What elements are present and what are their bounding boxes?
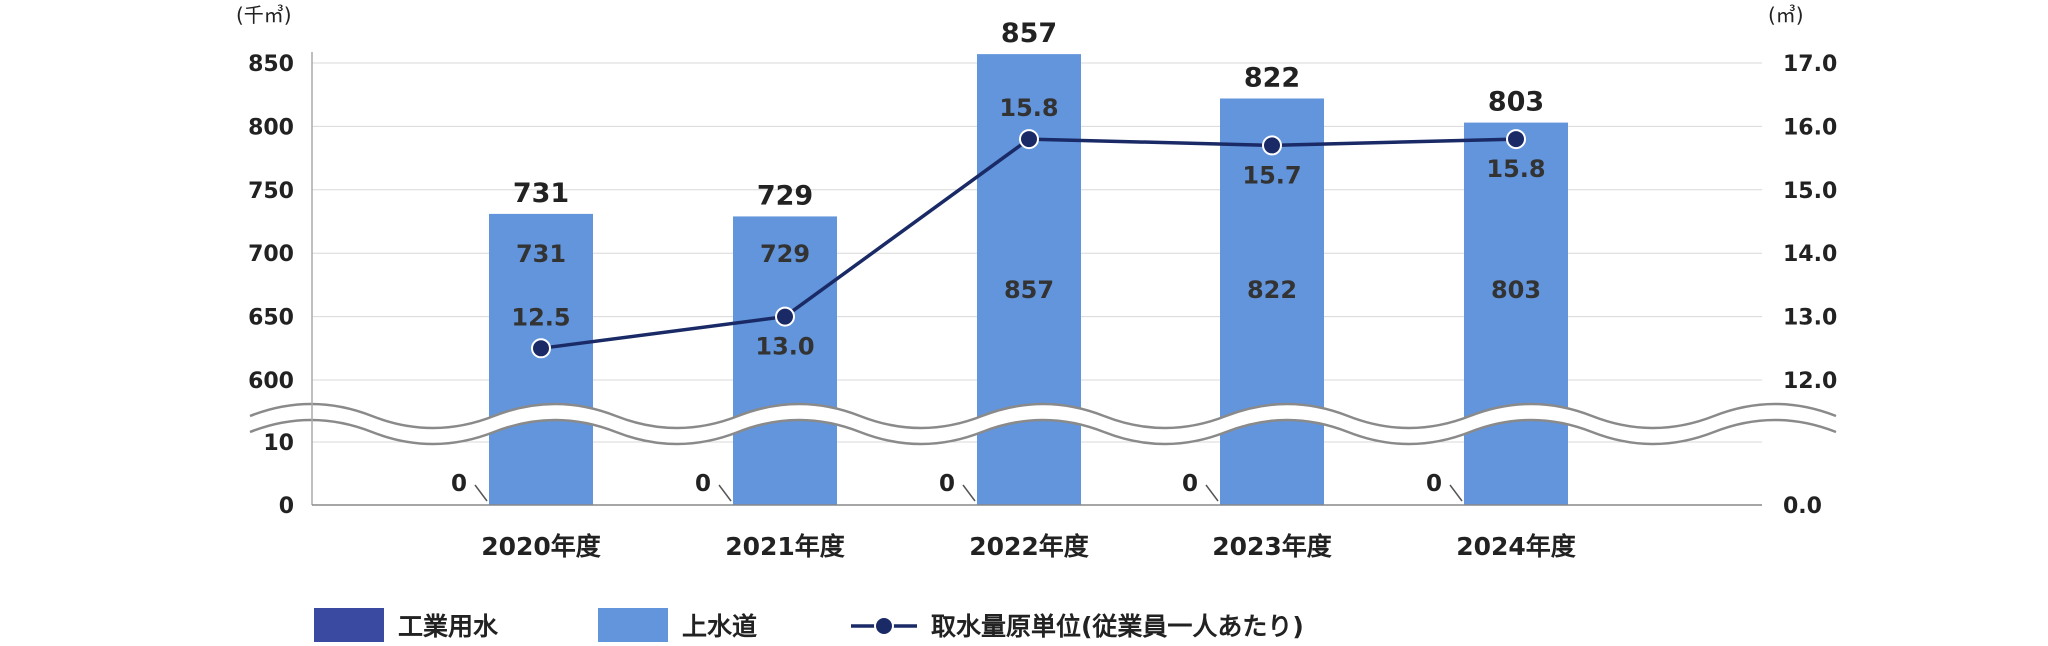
line-point — [1506, 129, 1526, 150]
bar-total-label: 731 — [513, 178, 569, 209]
zero-leader-line — [1449, 484, 1463, 502]
legend-label-water-intensity: 取水量原単位(従業員一人あたり) — [931, 612, 1304, 641]
bar-tap-water-value-label: 857 — [1004, 276, 1054, 304]
legend-label-tap-water: 上水道 — [682, 612, 757, 641]
line-point-label: 15.8 — [1486, 155, 1545, 183]
right-tick-label: 14.0 — [1783, 242, 1837, 267]
zero-value-marks — [474, 484, 1463, 502]
axes: 600 650 700 750 800 850 0 10 12.0 13.0 14.0 15.0 16.… — [248, 52, 1837, 561]
left-axis-unit: (千㎥) — [236, 3, 292, 27]
break-line-upper — [249, 402, 1837, 430]
left-tick-label: 650 — [248, 306, 294, 331]
category-label: 2021年度 — [725, 532, 845, 561]
axis-break — [247, 402, 1839, 446]
industrial-water-value-label: 0 — [1426, 471, 1442, 497]
left-tick-label: 0 — [279, 494, 294, 519]
legend-swatch-industrial-water — [314, 608, 384, 642]
zero-leader-line — [474, 484, 488, 502]
bar-tap-water — [1220, 98, 1324, 505]
bar-total-label: 729 — [757, 180, 813, 211]
left-tick-label: 800 — [248, 115, 294, 140]
bar-tap-water-value-label: 729 — [760, 240, 810, 268]
line-point — [1262, 135, 1282, 156]
break-line-lower — [249, 418, 1837, 446]
bar-total-label: 822 — [1244, 63, 1300, 94]
category-label: 2024年度 — [1456, 532, 1576, 561]
industrial-water-value-label: 0 — [451, 471, 467, 497]
bar-total-label: 803 — [1488, 87, 1544, 118]
bar-tap-water-value-label: 731 — [516, 240, 566, 268]
right-tick-label: 15.0 — [1783, 179, 1837, 204]
bar-tap-water — [1464, 122, 1568, 505]
left-tick-label: 700 — [248, 242, 294, 267]
zero-leader-line — [718, 484, 732, 502]
line-point-label: 15.7 — [1242, 161, 1301, 189]
legend-marker-water-intensity — [874, 616, 894, 636]
right-axis-unit: (㎥) — [1768, 3, 1804, 27]
line-point — [775, 306, 795, 327]
left-tick-label: 850 — [248, 52, 294, 77]
zero-leader-line — [1205, 484, 1219, 502]
left-tick-label: 750 — [248, 179, 294, 204]
left-tick-label: 10 — [263, 431, 294, 456]
data-labels: 731 0 729 0 857 0 822 0 803 0 731 729 857 822 803 12.5 1… — [451, 18, 1546, 497]
line-series — [531, 129, 1526, 359]
category-label: 2022年度 — [969, 532, 1089, 561]
category-label: 2020年度 — [481, 532, 601, 561]
bars — [489, 54, 1568, 506]
legend-swatch-tap-water — [598, 608, 668, 642]
industrial-water-value-label: 0 — [939, 471, 955, 497]
category-label: 2023年度 — [1212, 532, 1332, 561]
bar-tap-water-value-label: 822 — [1247, 276, 1297, 304]
left-tick-label: 600 — [248, 369, 294, 394]
line-point — [531, 338, 551, 359]
right-tick-label: 12.0 — [1783, 369, 1837, 394]
right-tick-label: 0.0 — [1783, 494, 1822, 519]
line-point — [1019, 129, 1039, 150]
break-band — [247, 404, 1839, 444]
right-tick-label: 16.0 — [1783, 115, 1837, 140]
bar-total-label: 857 — [1001, 18, 1057, 49]
zero-leader-line — [962, 484, 976, 502]
legend-label-industrial-water: 工業用水 — [398, 612, 499, 641]
right-tick-label: 13.0 — [1783, 306, 1837, 331]
legend: 工業用水 上水道 取水量原単位(従業員一人あたり) — [314, 608, 1304, 642]
right-tick-label: 17.0 — [1783, 52, 1837, 77]
bar-tap-water — [489, 213, 593, 505]
line-point-label: 12.5 — [511, 303, 570, 331]
industrial-water-value-label: 0 — [695, 471, 711, 497]
bar-tap-water-value-label: 803 — [1491, 276, 1541, 304]
industrial-water-value-label: 0 — [1182, 471, 1198, 497]
bar-tap-water — [733, 216, 837, 506]
line-point-label: 15.8 — [999, 94, 1058, 122]
line-point-label: 13.0 — [755, 333, 814, 361]
